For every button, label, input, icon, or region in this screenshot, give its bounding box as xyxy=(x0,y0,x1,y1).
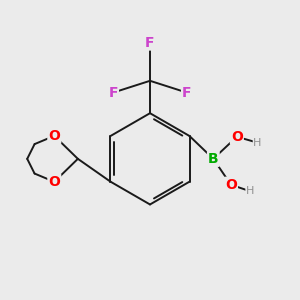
Text: H: H xyxy=(246,186,254,196)
Text: F: F xyxy=(145,35,155,50)
Text: H: H xyxy=(253,138,262,148)
Text: O: O xyxy=(48,175,60,189)
Text: B: B xyxy=(208,152,219,166)
Text: F: F xyxy=(108,85,118,100)
Text: O: O xyxy=(48,129,60,143)
Text: O: O xyxy=(225,178,237,192)
Text: O: O xyxy=(231,130,243,144)
Text: F: F xyxy=(182,85,192,100)
